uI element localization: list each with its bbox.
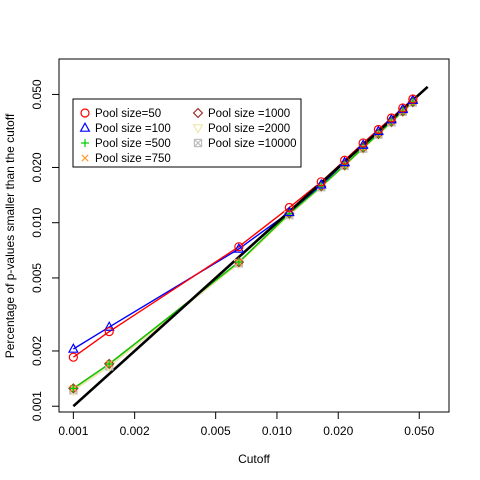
legend-item: Pool size =2000 bbox=[192, 123, 290, 135]
legend-marker bbox=[80, 108, 90, 118]
y-tick-label: 0.010 bbox=[30, 207, 44, 237]
x-tick-label: 0.005 bbox=[201, 424, 231, 438]
y-tick-label: 0.050 bbox=[30, 79, 44, 109]
data-point bbox=[284, 202, 294, 213]
data-point bbox=[315, 178, 327, 189]
legend-item: Pool size =10000 bbox=[193, 138, 297, 150]
legend-label: Pool size =2000 bbox=[208, 123, 290, 135]
legend-marker bbox=[192, 107, 204, 119]
data-point bbox=[357, 138, 369, 149]
reference-line bbox=[72, 85, 429, 408]
legend-item: Pool size=50 bbox=[80, 108, 161, 120]
y-axis-title: Percentage of p-values smaller than the … bbox=[3, 113, 17, 358]
legend-marker bbox=[192, 124, 204, 135]
x-tick-label: 0.020 bbox=[323, 424, 353, 438]
legend-label: Pool size =100 bbox=[95, 123, 171, 135]
y-tick-label: 0.020 bbox=[30, 152, 44, 182]
x-axis: 0.001 0.002 0.005 0.010 0.020 0.050 bbox=[58, 411, 435, 438]
y-tick-label: 0.001 bbox=[30, 391, 44, 421]
data-point bbox=[233, 256, 245, 268]
y-tick-label: 0.005 bbox=[30, 263, 44, 293]
data-point bbox=[398, 103, 408, 113]
legend-label: Pool size=50 bbox=[95, 108, 161, 120]
data-point bbox=[103, 321, 115, 331]
legend-item: Pool size =750 bbox=[81, 153, 171, 165]
data-point bbox=[339, 156, 351, 167]
data-point bbox=[386, 113, 397, 123]
x-tick-label: 0.010 bbox=[262, 424, 292, 438]
legend-label: Pool size =500 bbox=[95, 138, 171, 150]
legend-label: Pool size =750 bbox=[95, 153, 171, 165]
data-point bbox=[67, 342, 79, 353]
data-point bbox=[340, 155, 350, 165]
legend-box bbox=[72, 98, 302, 168]
legend-item: Pool size =500 bbox=[81, 138, 171, 150]
data-point bbox=[68, 352, 78, 362]
data-point bbox=[105, 359, 114, 368]
data-point bbox=[68, 383, 79, 394]
x-tick-label: 0.050 bbox=[404, 424, 434, 438]
legend-marker bbox=[81, 139, 89, 147]
data-point bbox=[386, 113, 397, 124]
y-tick-label: 0.002 bbox=[30, 336, 44, 366]
series-points bbox=[67, 94, 419, 397]
legend-item: Pool size =100 bbox=[79, 121, 171, 135]
x-tick-label: 0.002 bbox=[120, 424, 150, 438]
legend-label: Pool size =1000 bbox=[208, 108, 290, 120]
data-point bbox=[358, 138, 368, 148]
data-point bbox=[69, 384, 78, 393]
legend-item: Pool size =1000 bbox=[192, 107, 290, 120]
legend-label: Pool size =10000 bbox=[208, 138, 297, 150]
x-axis-title: Cutoff bbox=[238, 452, 270, 466]
data-point bbox=[234, 242, 244, 252]
data-point bbox=[233, 242, 245, 253]
data-point bbox=[234, 258, 243, 267]
legend-marker bbox=[193, 138, 203, 148]
data-point bbox=[408, 94, 418, 104]
data-point bbox=[316, 177, 326, 187]
legend: Pool size=50 Pool size =100 Pool size =500… bbox=[72, 98, 302, 168]
legend-marker bbox=[79, 121, 91, 132]
legend-marker bbox=[81, 154, 89, 162]
data-point bbox=[104, 327, 114, 337]
data-point bbox=[372, 125, 384, 136]
data-point bbox=[373, 124, 383, 135]
x-tick-label: 0.001 bbox=[58, 424, 88, 438]
data-point bbox=[103, 358, 115, 370]
y-axis: 0.001 0.002 0.005 0.010 0.020 0.050 bbox=[30, 79, 60, 421]
